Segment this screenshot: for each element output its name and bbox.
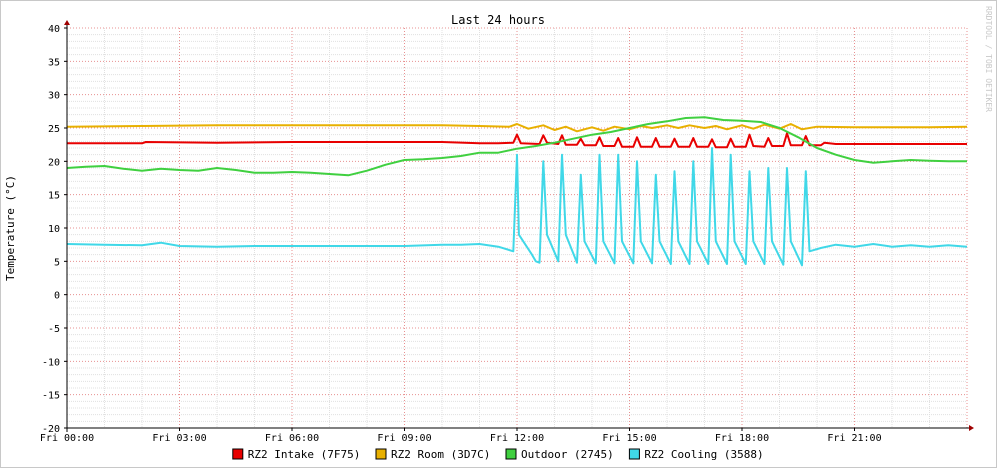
rrdtool-watermark: RRDTOOL / TOBI OETIKER — [984, 6, 993, 112]
x-tick-label: Fri 18:00 — [715, 433, 769, 444]
chart-title: Last 24 hours — [451, 13, 545, 27]
y-tick-label: -20 — [42, 424, 60, 435]
x-tick-label: Fri 03:00 — [152, 433, 206, 444]
legend-item: RZ2 Cooling (3588) — [628, 448, 764, 461]
x-tick-label: Fri 00:00 — [40, 433, 94, 444]
y-tick-label: -5 — [48, 324, 60, 335]
legend-label: RZ2 Cooling (3588) — [644, 448, 763, 461]
legend-swatch — [505, 448, 517, 460]
axes — [64, 20, 974, 432]
y-tick-label: 30 — [48, 91, 60, 102]
legend: RZ2 Intake (7F75) RZ2 Room (3D7C) Outdoor … — [232, 448, 764, 461]
y-tick-label: -10 — [42, 357, 60, 368]
grid — [66, 27, 968, 429]
y-axis-label: Temperature (°C) — [4, 175, 17, 281]
legend-item: RZ2 Room (3D7C) — [375, 448, 490, 461]
legend-label: RZ2 Room (3D7C) — [391, 448, 490, 461]
y-tick-label: 10 — [48, 224, 60, 235]
legend-item: RZ2 Intake (7F75) — [232, 448, 361, 461]
y-tick-label: 15 — [48, 191, 60, 202]
legend-label: RZ2 Intake (7F75) — [248, 448, 361, 461]
series-line-4 — [66, 147, 968, 267]
y-tick-label: 0 — [54, 291, 60, 302]
series-line-3 — [66, 116, 967, 177]
x-tick-label: Fri 06:00 — [265, 433, 319, 444]
x-tick-label: Fri 21:00 — [827, 433, 881, 444]
series-group — [66, 116, 968, 267]
legend-item: Outdoor (2745) — [505, 448, 614, 461]
y-tick-label: 35 — [48, 57, 60, 68]
x-tick-labels: Fri 00:00 Fri 03:00 Fri 06:00 Fri 09:00 Fri … — [40, 428, 882, 444]
x-tick-label: Fri 12:00 — [490, 433, 544, 444]
legend-swatch — [232, 448, 244, 460]
y-tick-labels: 40 35 30 25 20 15 10 5 0 -5 -10 -15 -20 — [42, 24, 67, 435]
y-tick-label: 20 — [48, 157, 60, 168]
x-tick-label: Fri 09:00 — [377, 433, 431, 444]
x-axis-arrow-icon — [969, 425, 974, 431]
y-tick-label: 25 — [48, 124, 60, 135]
y-tick-label: 40 — [48, 24, 60, 35]
legend-swatch — [628, 448, 640, 460]
x-tick-label: Fri 15:00 — [602, 433, 656, 444]
y-axis-arrow-icon — [64, 20, 70, 25]
y-tick-label: 5 — [54, 257, 60, 268]
series-line-1 — [67, 132, 967, 149]
legend-swatch — [375, 448, 387, 460]
y-tick-label: -15 — [42, 391, 60, 402]
legend-label: Outdoor (2745) — [521, 448, 614, 461]
